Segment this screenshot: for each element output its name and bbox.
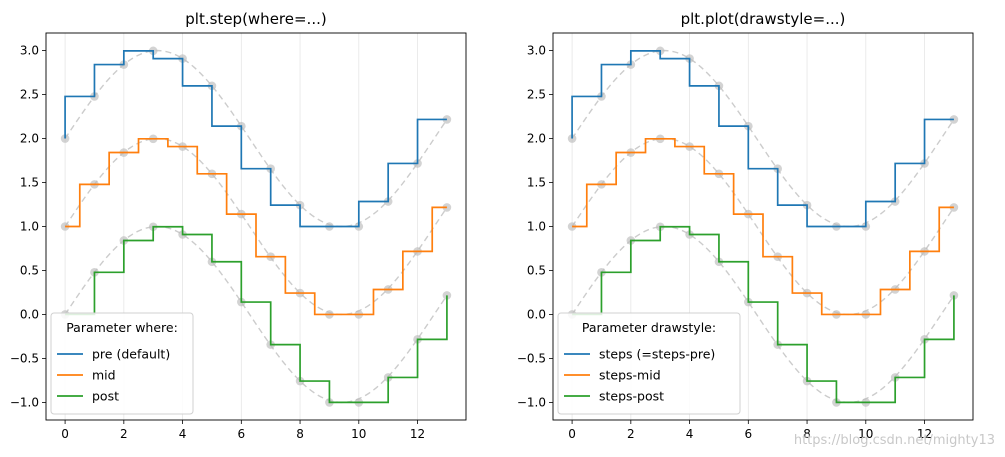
legend-entry: steps-post [599,389,664,404]
legend-entry: pre (default) [92,347,170,362]
chart-title: plt.step(where=...) [185,10,326,28]
legend-title: Parameter drawstyle: [582,320,716,335]
y-tick-label: 1.5 [527,176,546,190]
x-tick-label: 10 [351,427,366,441]
legend-entry: post [92,389,119,404]
x-tick-label: 2 [120,427,128,441]
legend-entry: mid [92,368,116,383]
y-tick-label: 2.5 [527,88,546,102]
x-tick-label: 10 [858,427,873,441]
x-tick-label: 8 [296,427,304,441]
x-tick-label: 0 [568,427,576,441]
dashed-curve [571,225,955,404]
step-line-mid [65,137,447,316]
x-tick-label: 6 [237,427,245,441]
y-tick-label: 0.5 [527,263,546,277]
x-tick-label: 0 [61,427,69,441]
y-tick-label: −0.5 [10,351,39,365]
step-line-mid [572,137,954,316]
dashed-curve [571,49,955,228]
y-tick-label: 0.5 [20,263,39,277]
y-tick-label: 1.5 [20,176,39,190]
watermark-text: https://blog.csdn.net/mighty13 [794,433,995,448]
left-step-chart: plt.step(where=...) 0 2 4 6 8 10 12 −1.0 −0.5 0.0 0… [10,10,467,441]
x-tick-label: 12 [917,427,932,441]
legend-box [557,312,741,415]
data-marker [442,291,452,300]
y-tick-label: −0.5 [517,351,546,365]
y-tick-label: 3.0 [527,44,546,58]
y-tick-label: 3.0 [20,44,39,58]
legend-box [50,312,194,415]
y-tick-label: 1.0 [527,220,546,234]
step-line-post [572,225,955,404]
legend-title: Parameter where: [66,320,178,335]
y-tick-label: 2.0 [20,132,39,146]
legend-entry: steps-mid [599,368,661,383]
y-tick-label: 2.5 [20,88,39,102]
y-tick-label: 2.0 [527,132,546,146]
x-tick-label: 6 [744,427,752,441]
legend-entry: steps (=steps-pre) [599,347,715,362]
right-drawstyle-chart: plt.plot(drawstyle=...) 0 2 4 6 8 10 12 −1.0 −0.5… [517,10,974,441]
x-tick-label: 12 [410,427,425,441]
chart-title: plt.plot(drawstyle=...) [681,10,846,28]
y-tick-label: −1.0 [10,395,39,409]
x-tick-label: 4 [179,427,187,441]
step-line-pre [64,50,447,228]
x-tick-label: 2 [627,427,635,441]
x-tick-label: 8 [803,427,811,441]
y-tick-label: 0.0 [527,307,546,321]
step-line-pre [571,50,954,228]
y-tick-label: −1.0 [517,395,546,409]
y-tick-label: 0.0 [20,307,39,321]
step-line-post [65,225,448,404]
dashed-curve [64,49,448,228]
y-tick-label: 1.0 [20,220,39,234]
data-marker [949,291,959,300]
x-tick-label: 4 [686,427,694,441]
dashed-curve [64,225,448,404]
